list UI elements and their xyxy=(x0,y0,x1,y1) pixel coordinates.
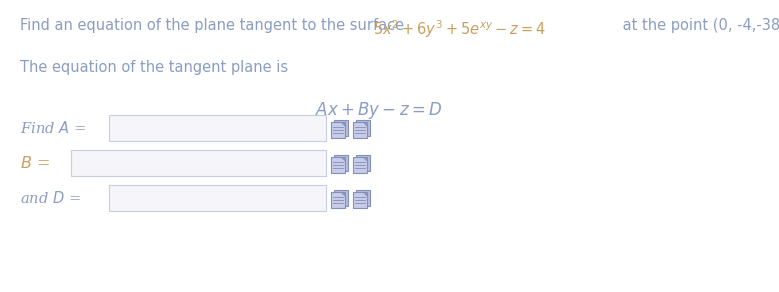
Text: The equation of the tangent plane is: The equation of the tangent plane is xyxy=(20,60,288,75)
FancyBboxPatch shape xyxy=(331,192,345,208)
FancyBboxPatch shape xyxy=(334,190,348,206)
FancyBboxPatch shape xyxy=(331,157,345,173)
FancyBboxPatch shape xyxy=(356,190,370,206)
Polygon shape xyxy=(341,192,345,196)
FancyBboxPatch shape xyxy=(353,157,367,173)
FancyBboxPatch shape xyxy=(109,185,326,211)
Text: Find $A$ =: Find $A$ = xyxy=(20,120,86,136)
Polygon shape xyxy=(341,157,345,161)
FancyBboxPatch shape xyxy=(334,120,348,136)
Text: $5x^2 + 6y^3 + 5e^{xy} - z = 4$: $5x^2 + 6y^3 + 5e^{xy} - z = 4$ xyxy=(373,18,546,40)
FancyBboxPatch shape xyxy=(353,192,367,208)
Text: Find an equation of the plane tangent to the surface: Find an equation of the plane tangent to… xyxy=(20,18,409,33)
FancyBboxPatch shape xyxy=(334,155,348,171)
Polygon shape xyxy=(341,122,345,126)
Text: $B$ =: $B$ = xyxy=(20,154,50,171)
FancyBboxPatch shape xyxy=(353,122,367,138)
Text: and $D$ =: and $D$ = xyxy=(20,190,81,206)
FancyBboxPatch shape xyxy=(356,155,370,171)
Polygon shape xyxy=(363,157,367,161)
FancyBboxPatch shape xyxy=(71,150,326,176)
Polygon shape xyxy=(363,192,367,196)
Text: at the point (0, -4,-383).: at the point (0, -4,-383). xyxy=(618,18,779,33)
Polygon shape xyxy=(363,122,367,126)
FancyBboxPatch shape xyxy=(109,115,326,141)
FancyBboxPatch shape xyxy=(356,120,370,136)
FancyBboxPatch shape xyxy=(331,122,345,138)
Text: $Ax + By - z = D$: $Ax + By - z = D$ xyxy=(315,100,442,121)
